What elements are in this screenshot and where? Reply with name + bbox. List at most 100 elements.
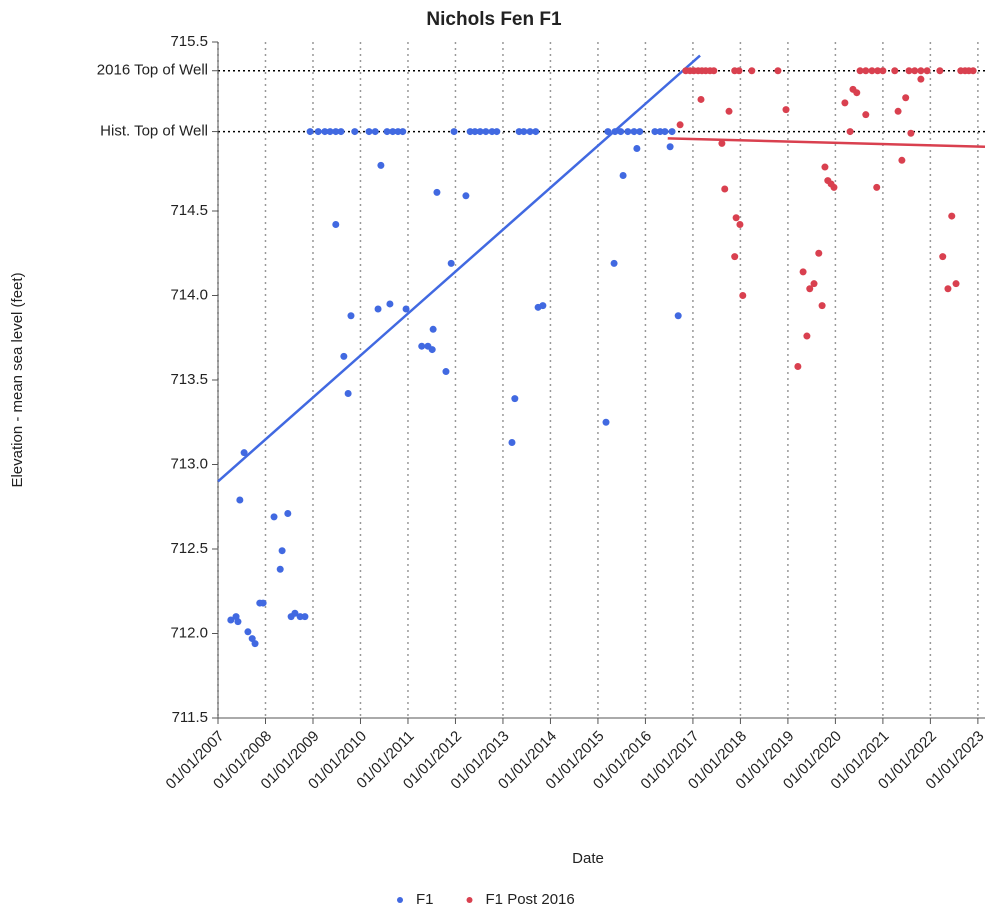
data-point: [944, 285, 952, 293]
data-point: [291, 609, 299, 617]
data-point: [736, 221, 744, 229]
y-tick-label: 714.5: [170, 202, 208, 219]
data-point: [442, 368, 450, 376]
data-point: [799, 268, 807, 276]
legend-label: F1: [416, 891, 434, 908]
data-point: [697, 95, 705, 103]
data-point: [739, 292, 747, 299]
data-point: [939, 253, 947, 261]
data-point: [862, 67, 870, 75]
reference-label: 2016 Top of Well: [97, 62, 208, 79]
data-point: [891, 67, 899, 75]
data-point: [377, 161, 385, 169]
data-point: [340, 352, 348, 360]
y-tick-label: 713.0: [170, 455, 208, 472]
data-point: [482, 128, 490, 136]
data-point: [774, 67, 782, 75]
data-point: [853, 89, 861, 97]
data-point: [619, 172, 627, 180]
data-point: [610, 259, 618, 267]
data-point: [624, 128, 632, 136]
data-point: [447, 259, 455, 267]
data-point: [862, 111, 870, 119]
y-tick-label: 712.0: [170, 624, 208, 641]
data-point: [351, 128, 359, 136]
y-tick-label: 712.5: [170, 540, 208, 557]
data-point: [911, 67, 919, 75]
data-point: [251, 640, 259, 648]
data-point: [917, 75, 925, 83]
legend-marker: [466, 897, 473, 903]
data-point: [936, 67, 944, 75]
data-point: [815, 249, 823, 257]
data-point: [846, 128, 854, 136]
y-axis-label: Elevation - mean sea level (feet): [9, 272, 26, 487]
data-point: [418, 342, 426, 350]
data-point: [952, 280, 960, 288]
data-point: [526, 128, 534, 136]
data-point: [902, 94, 910, 102]
data-point: [661, 128, 669, 136]
data-point: [227, 616, 235, 624]
data-point: [735, 67, 743, 75]
data-point: [270, 513, 278, 521]
data-point: [278, 547, 286, 555]
data-point: [389, 128, 397, 136]
data-point: [651, 128, 659, 136]
data-point: [332, 128, 340, 136]
data-point: [374, 305, 382, 313]
data-point: [337, 128, 345, 136]
data-point: [244, 628, 252, 636]
data-point: [923, 67, 931, 75]
data-point: [721, 185, 729, 193]
data-point: [630, 128, 638, 136]
trend-line: [217, 54, 701, 483]
data-point: [462, 192, 470, 200]
data-point: [748, 67, 756, 75]
data-point: [710, 67, 718, 75]
data-point: [306, 128, 314, 136]
data-point: [856, 67, 864, 75]
data-point: [301, 613, 309, 621]
data-point: [830, 183, 838, 191]
y-tick-label: 713.5: [170, 371, 208, 388]
data-point: [810, 280, 818, 288]
legend-marker: [397, 897, 403, 903]
y-tick-label: 715.5: [170, 33, 208, 50]
data-point: [633, 144, 641, 152]
data-point: [476, 128, 484, 136]
data-point: [259, 599, 267, 607]
data-point: [782, 106, 790, 114]
data-point: [731, 253, 739, 261]
data-point: [874, 67, 882, 75]
data-point: [471, 128, 479, 136]
data-point: [386, 300, 394, 308]
data-point: [636, 128, 644, 136]
data-point: [604, 128, 612, 136]
data-point: [868, 67, 876, 75]
data-point: [383, 128, 391, 136]
data-point: [841, 99, 849, 107]
y-tick-label: 711.5: [172, 709, 208, 726]
chart-title: Nichols Fen F1: [426, 9, 562, 30]
data-point: [898, 156, 906, 164]
data-point: [676, 121, 684, 129]
data-point: [539, 302, 547, 310]
data-point: [674, 312, 682, 320]
data-point: [917, 67, 925, 75]
data-point: [284, 510, 292, 518]
data-point: [344, 390, 352, 398]
data-point: [821, 163, 829, 171]
data-point: [520, 128, 528, 136]
y-tick-label: 714.0: [170, 286, 208, 303]
data-point: [818, 302, 826, 310]
data-point: [794, 362, 802, 370]
data-point: [894, 107, 902, 115]
data-point: [347, 312, 355, 320]
data-point: [905, 67, 913, 75]
data-point: [493, 128, 501, 136]
data-point: [428, 346, 436, 354]
data-point: [806, 285, 814, 293]
data-point: [276, 565, 284, 573]
